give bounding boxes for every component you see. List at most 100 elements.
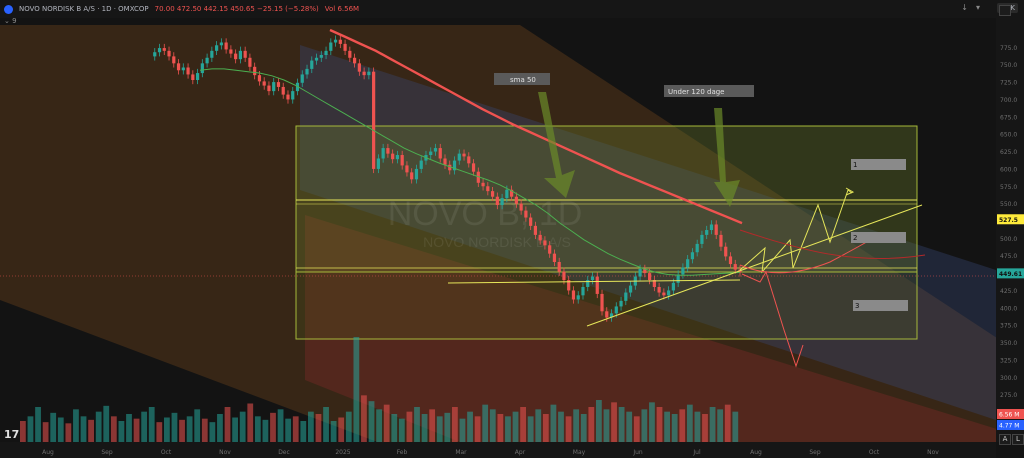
volume-bar <box>573 409 580 442</box>
orange-channel <box>0 25 996 442</box>
x-tick-label: Jul <box>692 449 701 456</box>
volume-bar <box>436 416 443 442</box>
candle-body <box>210 50 214 58</box>
label-3-box <box>853 300 908 311</box>
x-tick-label: Oct <box>869 449 880 456</box>
candle-body <box>486 186 490 192</box>
candle-body <box>276 82 281 87</box>
candle-body <box>443 158 447 165</box>
volume-bar <box>277 409 284 442</box>
volume-bar <box>88 419 94 442</box>
y-tick-label: 300.0 <box>1000 375 1017 382</box>
arrow-down-icon[interactable]: ↓ <box>961 3 968 12</box>
volume-bar <box>580 414 587 442</box>
candle-body <box>291 91 295 100</box>
volume-bar <box>664 411 670 442</box>
x-tick-label: Sep <box>101 449 113 456</box>
tv-logo: 17 <box>4 428 19 441</box>
volume-bar <box>353 337 360 442</box>
candle-body <box>419 160 423 169</box>
price-axis[interactable]: 775.0 750.0 725.0 700.0 675.0 650.0 625.0 600.0… <box>996 18 1024 442</box>
auto-scale-button[interactable]: A <box>999 434 1011 445</box>
candle-body <box>609 313 614 318</box>
candle-body <box>267 85 271 92</box>
price-label-bg <box>997 214 1024 225</box>
candle-body <box>162 48 166 51</box>
volume-label-bg <box>997 420 1024 430</box>
label-sma50: sma 50 <box>510 76 536 84</box>
y-tick-label: 475.0 <box>1000 253 1017 260</box>
volume-bar <box>73 409 79 442</box>
volume-bar <box>361 395 367 442</box>
y-tick-label: 350.0 <box>1000 340 1017 347</box>
volume-bar <box>694 411 701 442</box>
candle-body <box>257 75 262 82</box>
x-tick-label: May <box>573 449 586 456</box>
volume-bar <box>186 416 193 442</box>
volume-bar <box>368 401 375 442</box>
candle-body <box>372 71 376 169</box>
x-tick-label: Jun <box>632 449 643 456</box>
y-tick-label: 625.0 <box>1000 149 1017 156</box>
volume-bar <box>406 411 413 442</box>
bullish-arrow-head <box>845 187 855 196</box>
dropdown-icon[interactable]: ▾ <box>975 3 980 12</box>
candle-body <box>614 306 618 314</box>
candle-body <box>638 268 642 277</box>
volume-bar <box>103 405 110 442</box>
candle-body <box>381 148 385 159</box>
bullish-path <box>739 189 853 274</box>
sma50-arrow <box>538 92 575 198</box>
price-axis-labels: 527.5 449.61 6.56 M 4.77 M <box>997 214 1024 430</box>
indicator-count[interactable]: ⌄ 9 <box>4 17 17 25</box>
volume-bar <box>141 411 148 442</box>
candle-body <box>343 43 347 51</box>
volume-bar <box>641 409 648 442</box>
volume-bar <box>459 418 466 442</box>
candle-body <box>352 57 357 64</box>
candle-body <box>586 280 590 287</box>
volume-bar <box>376 409 382 442</box>
label-1-box <box>851 159 906 170</box>
candle-body <box>253 66 257 76</box>
volume-bar <box>391 414 398 442</box>
symbol-title[interactable]: NOVO NORDISK B A/S · 1D · OMXCOP <box>19 5 149 13</box>
log-scale-button[interactable]: L <box>1012 434 1024 445</box>
candle-body <box>262 81 266 86</box>
x-tick-label: Nov <box>219 449 231 456</box>
candle-body <box>728 256 733 265</box>
candle-body <box>386 148 390 154</box>
time-axis[interactable]: Aug Sep Oct Nov Dec 2025 Feb Mar Apr May Jun Jul Aug… <box>0 442 996 458</box>
candle-body <box>619 300 623 307</box>
y-tick-label: 725.0 <box>1000 80 1017 87</box>
volume-bars <box>20 337 739 442</box>
volume-bar <box>315 414 322 442</box>
volume-bar <box>383 404 390 442</box>
candle-body <box>181 67 185 71</box>
watermark-title: NOVO B, 1D <box>388 195 583 233</box>
x-tick-label: Apr <box>515 449 526 456</box>
volume-bar <box>656 407 663 442</box>
y-tick-label: 375.0 <box>1000 323 1017 330</box>
candle-body <box>733 264 737 270</box>
volume-bar <box>194 409 201 442</box>
x-tick-label: Mar <box>455 449 467 456</box>
settings-button[interactable] <box>999 5 1011 16</box>
indicator-count-value: 9 <box>12 17 17 25</box>
price-label: 449.61 <box>999 271 1022 278</box>
volume-bar <box>95 411 102 442</box>
candle-body <box>333 39 338 43</box>
candle-body <box>600 293 604 312</box>
y-tick-label: 700.0 <box>1000 97 1017 104</box>
candle-body <box>243 50 247 58</box>
y-tick-label: 500.0 <box>1000 236 1017 243</box>
volume-bar <box>247 403 254 442</box>
y-tick-label: 425.0 <box>1000 288 1017 295</box>
sma120-line <box>329 28 743 225</box>
candle-body <box>576 295 580 300</box>
volume-bar <box>285 418 292 442</box>
volume-bar <box>452 407 458 442</box>
volume-bar <box>474 416 481 442</box>
candle-body <box>429 151 433 156</box>
